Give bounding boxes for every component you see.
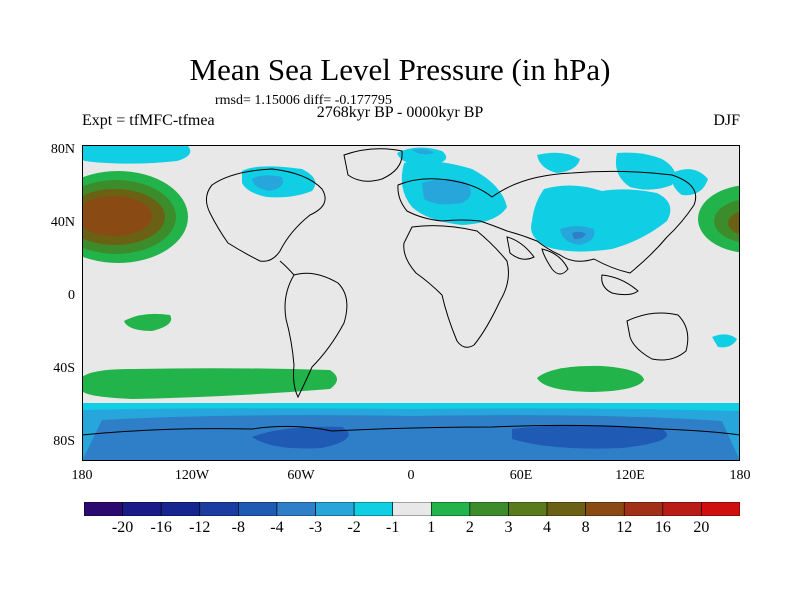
colorbar-tick-label: 20 (693, 519, 710, 536)
colorbar-swatch (546, 502, 586, 516)
lat-label-80s: 80S (53, 434, 75, 449)
colorbar-tick-label: -4 (270, 519, 284, 536)
india-outline (541, 248, 569, 275)
lon-label-60w: 60W (287, 468, 315, 483)
southern-dark-patch-west (252, 426, 349, 449)
lat-label-0: 0 (68, 288, 75, 303)
lat-label-40n: 40N (50, 215, 75, 230)
npac-high-dark-brown (82, 196, 152, 236)
period-label: 2768kyr BP - 0000kyr BP (316, 104, 484, 121)
colorbar-tick-label: 1 (427, 519, 436, 536)
lon-label-120e: 120E (615, 468, 645, 483)
colorbar-tick-label: -16 (150, 519, 172, 536)
colorbar-swatch (238, 502, 278, 516)
north-america-outline (206, 168, 326, 262)
pacific-light-blue-patch (712, 334, 737, 348)
arabia-outline (506, 236, 535, 260)
tibet-blue-core (572, 231, 586, 240)
greenland-outline (343, 148, 403, 182)
colorbar-swatch (623, 502, 664, 516)
lon-label-120w: 120W (174, 468, 210, 483)
colorbar-tick-label: 12 (616, 519, 633, 536)
colorbar-tick-label: -3 (308, 519, 323, 536)
colorbar-swatch (701, 502, 740, 516)
arctic-blue-west (82, 145, 191, 164)
south-america-outline (284, 272, 348, 399)
colorbar-tick-label: 3 (504, 519, 513, 536)
lon-label-0: 0 (407, 468, 415, 483)
kamchatka-blue-patch (671, 169, 708, 196)
siberia-blue-patch-east (615, 152, 676, 190)
colorbar-swatch (84, 502, 123, 516)
southern-dark-patch-east (512, 425, 667, 449)
colorbar-swatch (662, 502, 702, 516)
antarctica-outline (82, 424, 740, 436)
southeast-asia-islands-outline (601, 274, 639, 296)
map-title: Mean Sea Level Pressure (in hPa) (189, 52, 611, 87)
colorbar-swatch (392, 502, 432, 516)
lat-label-80n: 80N (50, 142, 75, 157)
lon-label-180e: 180 (729, 468, 751, 483)
stats-text: rmsd= 1.15006 diff= -0.177795 (215, 93, 392, 108)
greenland-sea-blue (397, 147, 447, 166)
colorbar-tick-label: -8 (231, 519, 245, 536)
colorbar-swatch (430, 502, 471, 516)
colorbar-tick-label: 2 (465, 519, 474, 536)
colorbar-tick-label: 4 (543, 519, 552, 536)
greenland-sea-mid-blue (412, 149, 434, 155)
central-america-outline (279, 260, 295, 276)
east-pacific-high-brown (728, 211, 740, 235)
colorbar-swatch (315, 502, 355, 516)
season-label: DJF (713, 112, 740, 129)
colorbar-swatch (508, 502, 548, 516)
lon-label-180w: 180 (71, 468, 93, 483)
colorbar-tick-label: -12 (189, 519, 211, 536)
colorbar-swatch (585, 502, 625, 516)
experiment-label: Expt = tfMFC-tfmea (82, 112, 215, 129)
green-band-south-atlantic (82, 368, 337, 399)
lat-label-40s: 40S (53, 361, 75, 376)
colorbar-swatch (160, 502, 201, 516)
colorbar-tick-label: 8 (581, 519, 590, 536)
siberia-blue-patch-west (537, 152, 580, 173)
colorbar-swatch (353, 502, 394, 516)
colorbar-swatch (199, 502, 239, 516)
lon-label-60e: 60E (509, 468, 533, 483)
colorbar-swatch (122, 502, 162, 516)
colorbar-tick-label: -20 (111, 519, 134, 536)
europe-mid-blue (422, 179, 471, 205)
colorbar (84, 502, 740, 516)
eurasia-outline (397, 170, 697, 274)
green-patch-tropical-pacific (124, 313, 172, 331)
coastlines (82, 148, 740, 436)
green-band-south-indian (537, 365, 644, 392)
australia-outline (626, 312, 689, 361)
colorbar-tick-label: -2 (347, 519, 361, 536)
pressure-map (82, 145, 740, 461)
colorbar-tick-label: 16 (654, 519, 671, 536)
colorbar-tick-label: -1 (386, 519, 400, 536)
map-frame (82, 145, 740, 461)
africa-outline (403, 225, 509, 348)
hudson-mid-blue (252, 175, 284, 191)
colorbar-swatch (469, 502, 509, 516)
colorbar-swatch (276, 502, 316, 516)
